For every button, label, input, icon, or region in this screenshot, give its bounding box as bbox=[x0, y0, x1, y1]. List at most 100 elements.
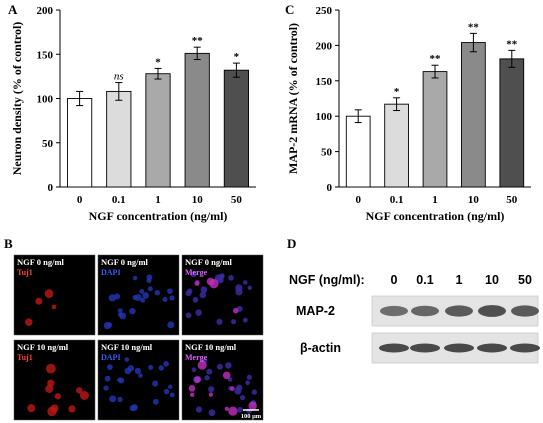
cell-nucleus bbox=[217, 363, 223, 370]
chart-a-significance: * bbox=[234, 51, 240, 63]
neuron-soma bbox=[222, 371, 231, 380]
chart-a-xlabel: NGF concentration (ng/ml) bbox=[89, 209, 228, 223]
neuron-soma bbox=[224, 406, 229, 411]
neuron-soma bbox=[79, 390, 89, 400]
cell-nucleus bbox=[124, 367, 132, 375]
cell-nucleus bbox=[140, 297, 146, 303]
chart-c-xlabel: NGF concentration (ng/ml) bbox=[366, 209, 505, 223]
neuron-soma bbox=[206, 277, 215, 286]
blot-band-actin bbox=[379, 343, 409, 353]
cell-nucleus bbox=[216, 318, 223, 325]
cell-nucleus bbox=[247, 285, 253, 291]
blot-header: NGF (ng/ml): bbox=[289, 273, 365, 287]
cell-nucleus bbox=[231, 319, 237, 325]
micrograph-condition-label: NGF 0 ng/ml bbox=[101, 257, 149, 267]
neuron-soma bbox=[44, 289, 54, 298]
chart-a-significance: * bbox=[155, 56, 161, 68]
cell-nucleus bbox=[190, 271, 197, 278]
cell-nucleus bbox=[134, 367, 142, 375]
neuron-soma bbox=[208, 392, 214, 397]
cell-nucleus bbox=[124, 357, 130, 362]
cell-nucleus bbox=[163, 361, 169, 367]
cell-nucleus bbox=[142, 292, 149, 299]
cell-nucleus bbox=[185, 312, 192, 319]
chart-c-xtick-label: 1 bbox=[432, 194, 438, 206]
chart-a-ytick-label: 0 bbox=[48, 182, 54, 194]
neuron-soma bbox=[248, 401, 257, 410]
chart-c-xtick-label: 0.1 bbox=[390, 194, 404, 206]
neuron-soma bbox=[45, 384, 54, 393]
cell-nucleus bbox=[158, 365, 165, 371]
cell-nucleus bbox=[191, 367, 197, 373]
cell-nucleus bbox=[169, 392, 175, 398]
blot-band-actin bbox=[410, 343, 440, 353]
cell-nucleus bbox=[199, 291, 207, 299]
neuron-soma bbox=[27, 404, 36, 413]
cell-nucleus bbox=[251, 389, 258, 395]
panel-letter-d: D bbox=[287, 236, 296, 251]
micrograph-channel-label: Tuj1 bbox=[17, 268, 33, 277]
cell-nucleus bbox=[239, 395, 246, 401]
chart-c-bar bbox=[345, 115, 371, 188]
chart-c-xtick-label: 0 bbox=[355, 194, 361, 206]
cell-nucleus bbox=[132, 275, 138, 281]
cell-nucleus bbox=[185, 290, 192, 297]
chart-c-bar bbox=[461, 42, 486, 188]
blot-row-label-actin: β-actin bbox=[300, 341, 341, 355]
cell-nucleus bbox=[235, 288, 243, 296]
cell-nucleus bbox=[192, 296, 199, 303]
chart-a-ytick-label: 150 bbox=[37, 49, 54, 61]
micrograph-condition-label: NGF 0 ng/ml bbox=[17, 257, 65, 267]
chart-a-significance: ns bbox=[114, 71, 124, 83]
cell-nucleus bbox=[106, 364, 113, 371]
chart-c-bar bbox=[384, 103, 409, 188]
micrograph-channel-label: Merge bbox=[185, 353, 208, 362]
blot-band-map2 bbox=[380, 305, 408, 317]
cell-nucleus bbox=[117, 308, 123, 314]
scale-bar-label: 100 μm bbox=[241, 413, 262, 420]
chart-c-significance: * bbox=[394, 86, 400, 98]
blot-lane-label: 50 bbox=[518, 273, 532, 287]
chart-c-bar bbox=[422, 71, 448, 188]
chart-c-significance: ** bbox=[468, 21, 480, 33]
micrograph-condition-label: NGF 10 ng/ml bbox=[17, 342, 69, 352]
chart-a-ylabel: Neuron density (% of control) bbox=[10, 22, 24, 176]
cell-nucleus bbox=[237, 406, 243, 413]
cell-nucleus bbox=[242, 317, 248, 323]
cell-nucleus bbox=[162, 296, 168, 302]
neuron-soma bbox=[188, 385, 196, 392]
cell-nucleus bbox=[167, 384, 173, 390]
micrograph-condition-label: NGF 0 ng/ml bbox=[185, 257, 233, 267]
chart-c-ytick-label: 100 bbox=[316, 111, 333, 123]
cell-nucleus bbox=[138, 373, 143, 378]
cell-nucleus bbox=[106, 322, 113, 328]
cell-nucleus bbox=[152, 380, 159, 387]
blot-band-map2 bbox=[511, 305, 539, 317]
chart-c-ytick-label: 200 bbox=[316, 40, 333, 52]
chart-a-bar bbox=[184, 52, 210, 188]
cell-nucleus bbox=[204, 375, 210, 381]
micrograph-channel-label: Tuj1 bbox=[17, 353, 33, 362]
cell-nucleus bbox=[208, 409, 216, 417]
cell-nucleus bbox=[208, 386, 215, 393]
cell-nucleus bbox=[139, 289, 145, 294]
neuron-soma bbox=[230, 386, 235, 391]
western-blot: NGF (ng/ml): 0 0.1 1 10 50 MAP-2 β-actin bbox=[289, 273, 540, 364]
cell-nucleus bbox=[195, 406, 203, 413]
blot-band-map2 bbox=[445, 305, 473, 317]
cell-nucleus bbox=[152, 398, 159, 405]
chart-a-ytick-label: 50 bbox=[42, 138, 54, 150]
neuron-soma bbox=[194, 280, 200, 286]
cell-nucleus bbox=[218, 273, 225, 280]
panel-letter-a: A bbox=[8, 2, 18, 17]
micrograph-channel-label: DAPI bbox=[101, 268, 121, 277]
chart-c-ytick-label: 50 bbox=[321, 147, 333, 159]
chart-c-significance: ** bbox=[506, 38, 518, 50]
micrograph-condition-label: NGF 10 ng/ml bbox=[101, 342, 153, 352]
neuron-soma bbox=[194, 376, 201, 383]
neuron-soma bbox=[197, 360, 207, 370]
